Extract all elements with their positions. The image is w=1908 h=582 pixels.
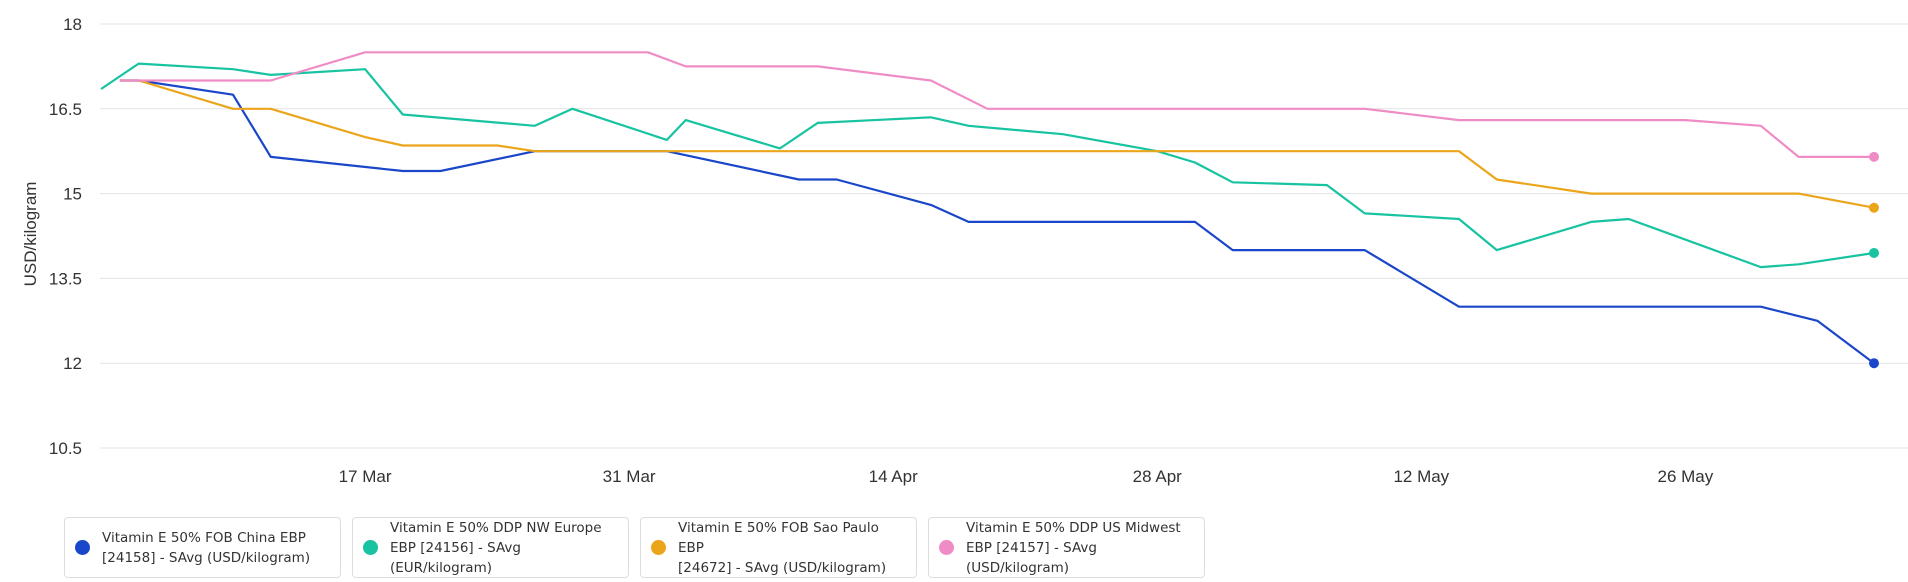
y-tick-label: 15 (63, 185, 82, 204)
series-line-3 (119, 51, 1874, 158)
legend-label: Vitamin E 50% DDP US Midwest EBP [24157] … (966, 519, 1181, 576)
legend-label: Vitamin E 50% DDP NW Europe EBP [24156] -… (390, 519, 602, 576)
legend-item-us-midwest[interactable]: Vitamin E 50% DDP US Midwest EBP [24157] … (928, 517, 1205, 578)
y-axis-ticks: 10.5 12 13.5 15 16.5 18 (49, 15, 82, 458)
legend-label: Vitamin E 50% FOB Sao Paulo EBP [24672] -… (678, 519, 887, 576)
series-end-point-2 (1869, 202, 1879, 213)
x-tick-label: 17 Mar (339, 467, 392, 486)
legend-swatch-nw-europe (363, 540, 378, 555)
series-line-0 (119, 79, 1875, 365)
line-chart: 10.5 12 13.5 15 16.5 18 17 Mar 31 Mar 14 Apr 28 … (21, 15, 1908, 486)
series-end-point-3 (1869, 151, 1879, 162)
y-tick-label: 16.5 (49, 100, 82, 119)
series-line-2 (119, 79, 1875, 209)
y-tick-label: 10.5 (49, 439, 82, 458)
series-end-point-1 (1869, 247, 1879, 258)
y-axis-title: USD/kilogram (21, 182, 40, 287)
x-tick-label: 28 Apr (1133, 467, 1182, 486)
legend-label: Vitamin E 50% FOB China EBP [24158] - SAv… (102, 529, 311, 566)
x-tick-label: 14 Apr (869, 467, 918, 486)
grid-lines (100, 23, 1908, 449)
legend-item-sao-paulo[interactable]: Vitamin E 50% FOB Sao Paulo EBP [24672] -… (640, 517, 917, 578)
legend: Vitamin E 50% FOB China EBP [24158] - SAv… (64, 517, 1205, 578)
x-tick-label: 26 May (1658, 467, 1714, 486)
legend-swatch-us-midwest (939, 540, 954, 555)
series-end-point-0 (1869, 358, 1879, 369)
legend-swatch-sao-paulo (651, 540, 666, 555)
x-axis-ticks: 17 Mar 31 Mar 14 Apr 28 Apr 12 May 26 May (339, 467, 1714, 486)
legend-item-nw-europe[interactable]: Vitamin E 50% DDP NW Europe EBP [24156] -… (352, 517, 629, 578)
x-tick-label: 12 May (1393, 467, 1449, 486)
y-tick-label: 13.5 (49, 269, 82, 288)
legend-swatch-china (75, 540, 90, 555)
y-tick-label: 12 (63, 354, 82, 373)
series-lines (100, 51, 1879, 369)
y-tick-label: 18 (63, 15, 82, 34)
legend-item-china[interactable]: Vitamin E 50% FOB China EBP [24158] - SAv… (64, 517, 341, 578)
series-line-1 (100, 62, 1875, 269)
x-tick-label: 31 Mar (603, 467, 656, 486)
